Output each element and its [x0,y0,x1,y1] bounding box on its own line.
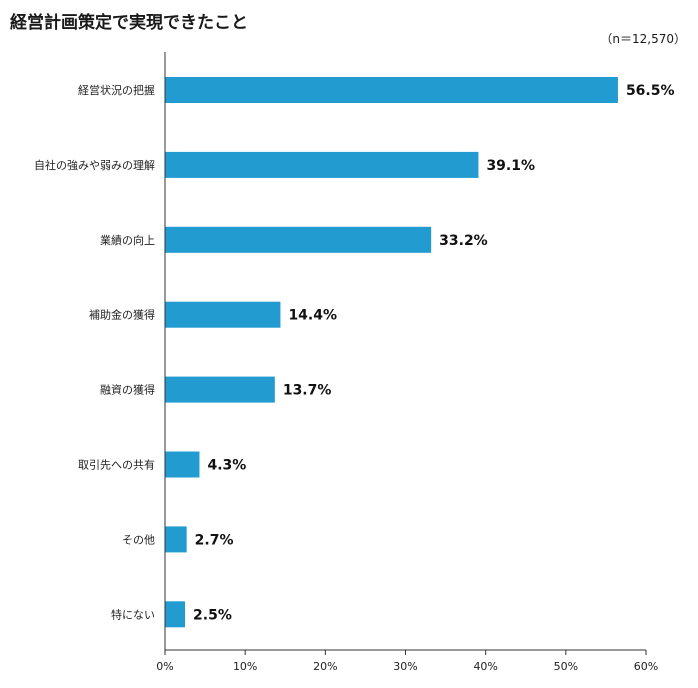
x-tick-label-0: 0% [156,660,173,673]
value-label-1: 39.1% [486,158,535,174]
x-tick-label-4: 40% [473,660,497,673]
bar-1 [165,151,479,178]
category-label-2: 業績の向上 [100,233,155,247]
category-label-0: 経営状況の把握 [78,83,155,97]
value-label-5: 4.3% [207,458,246,474]
category-label-7: 特にない [111,607,155,621]
value-label-2: 33.2% [439,233,488,249]
value-label-7: 2.5% [193,607,232,623]
bar-4 [165,376,275,403]
x-tick-label-3: 30% [393,660,417,673]
chart-title: 経営計画策定で実現できたこと [10,13,248,33]
bar-3 [165,301,281,328]
x-tick-label-6: 60% [634,660,658,673]
bar-0 [165,77,618,103]
bar-5 [165,451,200,478]
category-label-4: 融資の獲得 [100,384,155,397]
category-label-1: 自社の強みや弱みの理解 [34,158,155,172]
bar-2 [165,226,432,253]
category-label-5: 取引先への共有 [78,458,155,472]
bar-6 [165,526,187,553]
x-tick-label-1: 10% [233,660,257,673]
x-tick-label-2: 20% [313,660,337,673]
value-label-4: 13.7% [283,383,332,399]
x-tick-label-5: 50% [554,660,578,673]
value-label-0: 56.5% [626,83,675,99]
sample-size-note: （n＝12,570） [600,32,686,46]
value-label-3: 14.4% [288,308,337,324]
value-label-6: 2.7% [195,532,234,548]
bar-7 [165,601,186,628]
category-label-6: その他 [122,533,155,546]
category-label-3: 補助金の獲得 [89,308,155,322]
